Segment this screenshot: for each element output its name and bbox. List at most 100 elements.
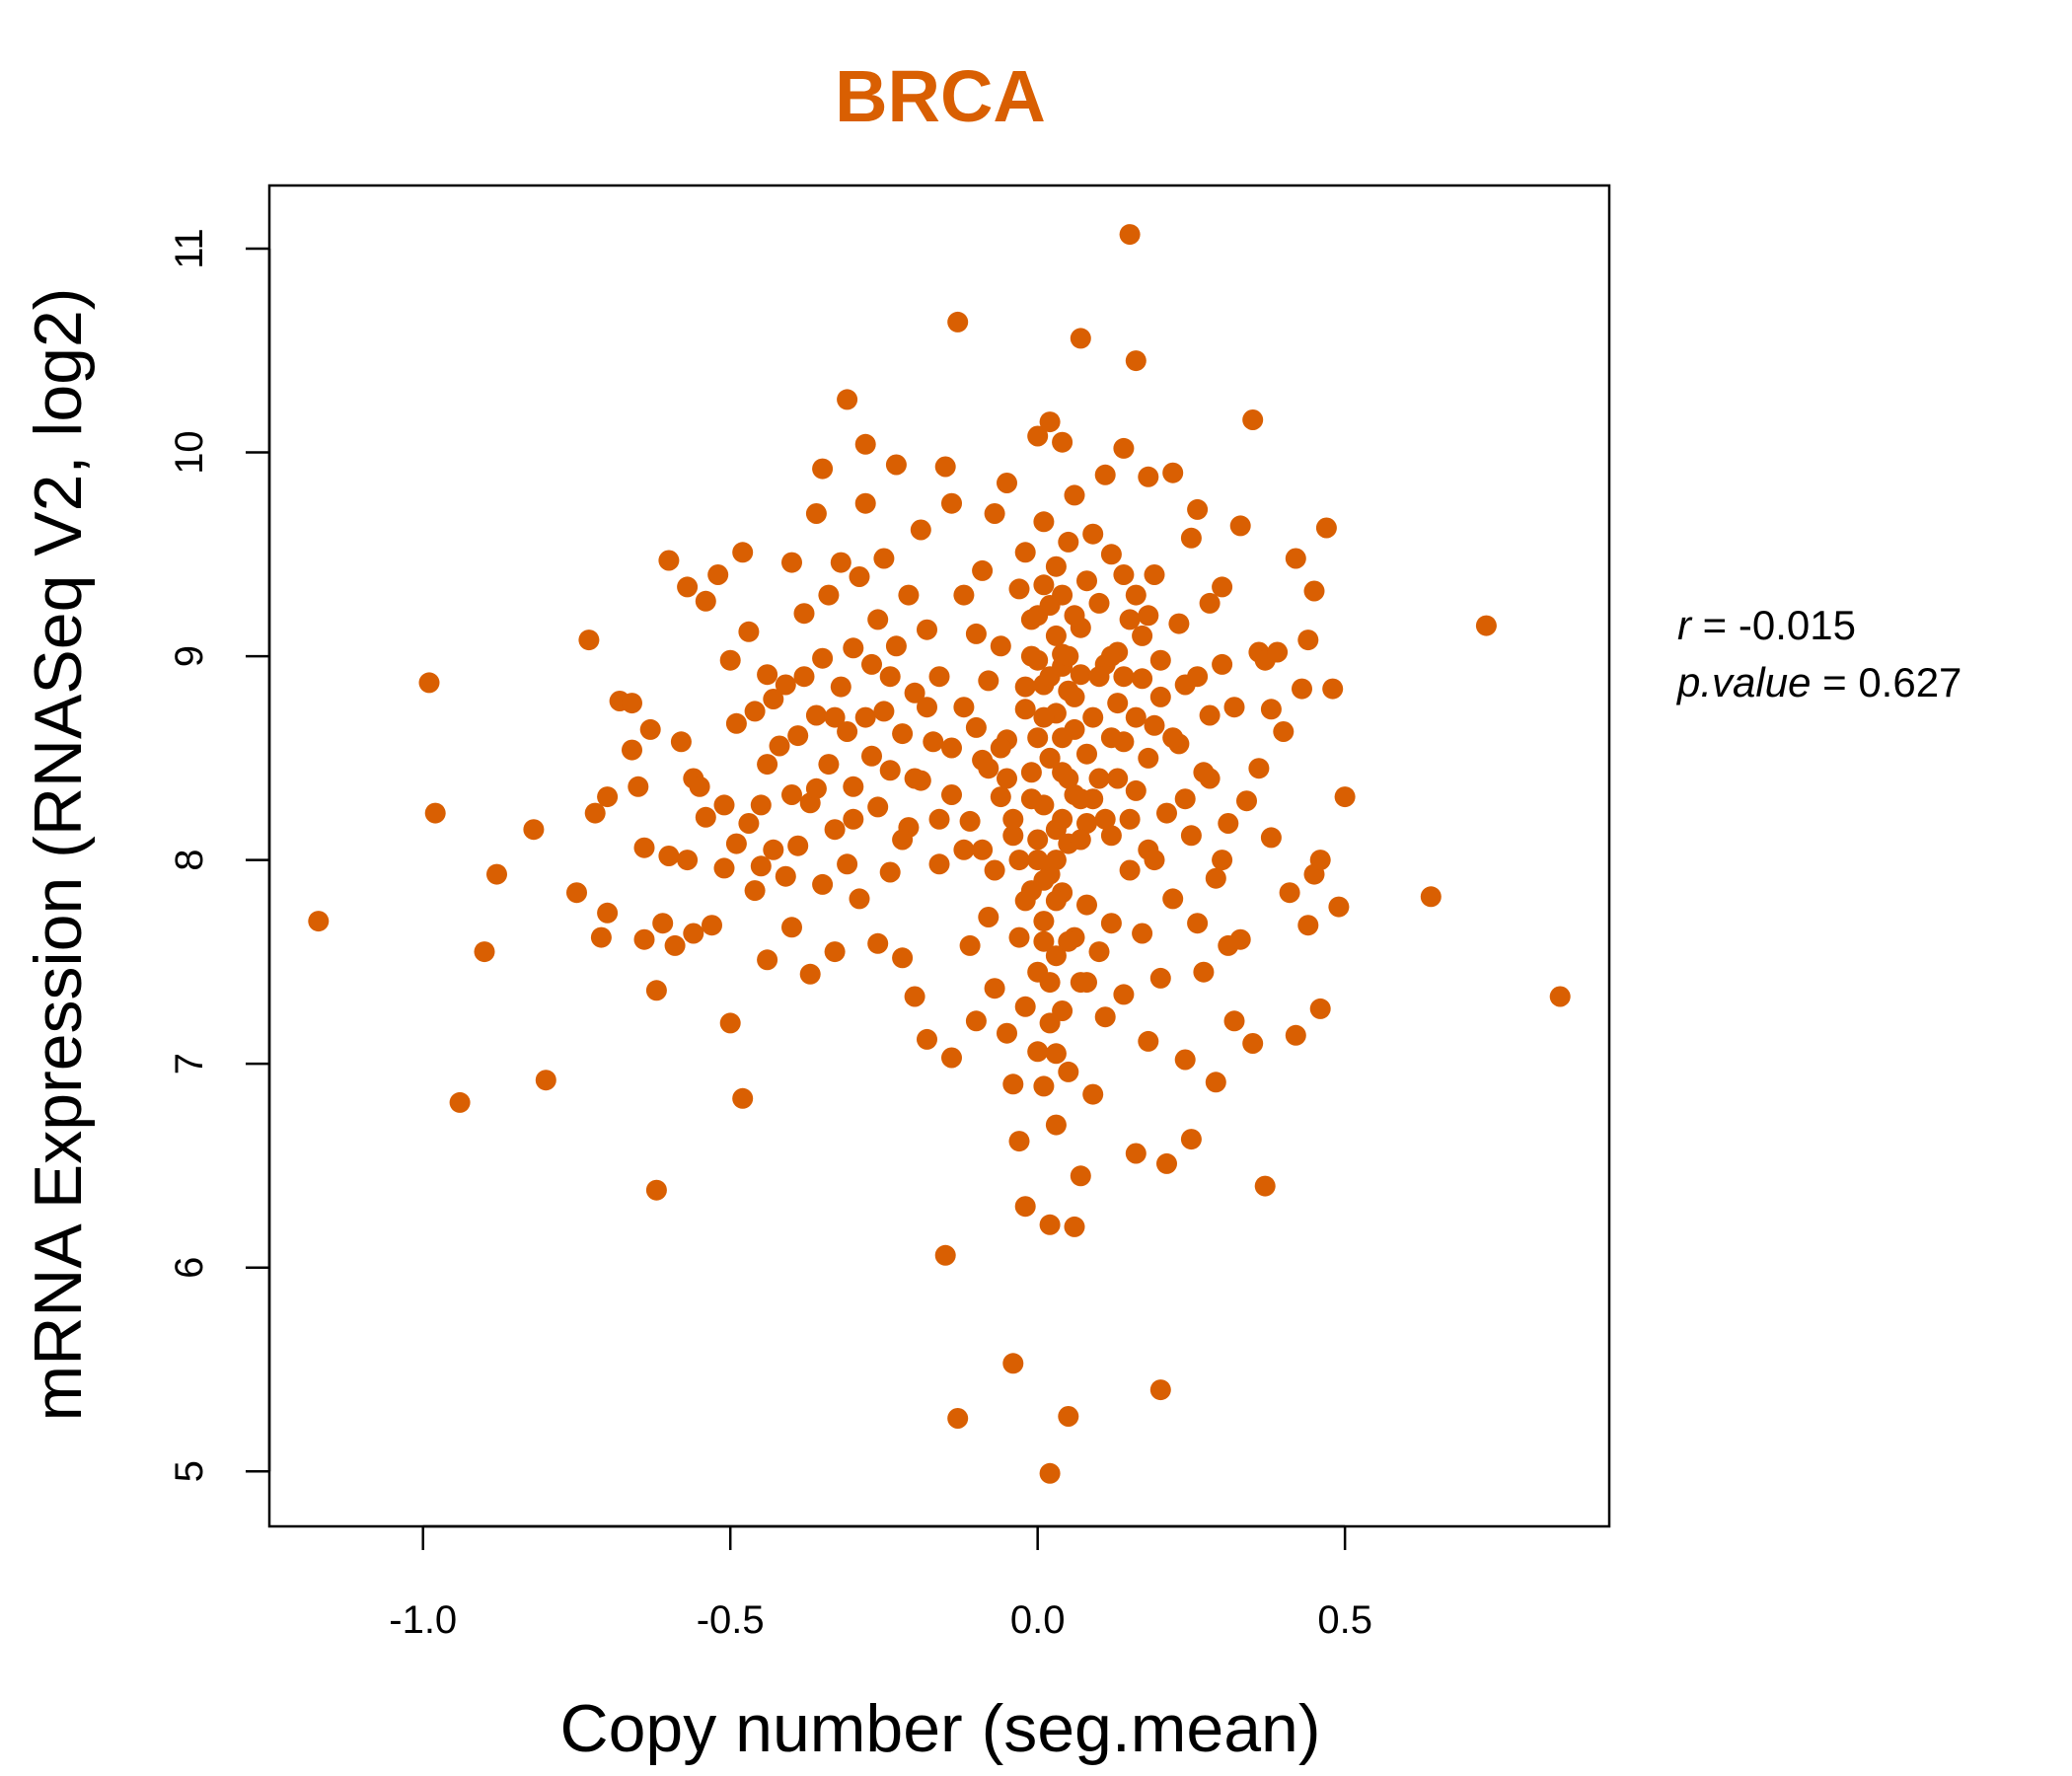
data-point: [1125, 1143, 1147, 1164]
data-point: [990, 635, 1011, 657]
data-point: [713, 857, 735, 879]
data-point: [1334, 786, 1356, 808]
data-point: [757, 949, 778, 971]
data-point: [1045, 1043, 1067, 1065]
data-point: [787, 725, 809, 747]
data-point: [904, 682, 925, 703]
data-point: [1076, 813, 1097, 834]
data-point: [990, 786, 1011, 808]
data-point: [1229, 928, 1251, 950]
data-point: [1070, 328, 1091, 349]
data-point: [1014, 996, 1036, 1017]
data-point: [1002, 808, 1024, 830]
data-point: [1039, 1214, 1061, 1235]
data-point: [769, 735, 790, 757]
data-point: [1309, 998, 1331, 1019]
data-point: [997, 768, 1017, 789]
data-point: [1113, 984, 1135, 1005]
data-point: [713, 794, 735, 816]
data-point: [1064, 484, 1085, 506]
data-point: [1193, 961, 1215, 983]
data-point: [1273, 721, 1295, 742]
data-point: [1162, 888, 1184, 910]
data-point: [854, 706, 876, 728]
data-point: [578, 629, 600, 651]
data-point: [1002, 1353, 1024, 1374]
data-point: [702, 915, 722, 936]
data-point: [584, 802, 606, 824]
data-point: [1027, 605, 1049, 627]
data-point: [837, 389, 858, 410]
data-point: [1119, 808, 1141, 830]
data-point: [867, 796, 889, 818]
data-point: [830, 676, 851, 698]
data-point: [1260, 827, 1282, 849]
data-point: [738, 813, 760, 834]
r-label: r: [1677, 602, 1693, 648]
p-value-stat: p.value = 0.627: [1675, 659, 1961, 705]
data-point: [1149, 1379, 1171, 1401]
data-point: [1297, 915, 1319, 936]
data-point: [1039, 411, 1061, 433]
y-tick-label: 10: [168, 430, 211, 475]
data-point: [843, 776, 864, 797]
data-point: [1082, 523, 1104, 545]
data-point: [1205, 1072, 1226, 1093]
data-point: [1138, 466, 1159, 487]
data-point: [843, 808, 864, 830]
data-point: [1064, 605, 1085, 627]
data-point: [1199, 768, 1221, 789]
data-point: [1064, 686, 1085, 707]
data-point: [824, 706, 846, 728]
data-point: [1107, 768, 1129, 789]
data-point: [449, 1091, 471, 1113]
data-point: [1212, 576, 1233, 598]
data-point: [947, 1408, 969, 1429]
data-point: [873, 548, 895, 569]
data-point: [1242, 1033, 1264, 1054]
data-point: [652, 913, 674, 934]
data-point: [892, 723, 914, 745]
data-point: [677, 850, 699, 871]
data-point: [1008, 926, 1030, 948]
data-point: [1132, 668, 1153, 690]
data-point: [990, 737, 1011, 759]
data-point: [1052, 808, 1073, 830]
data-point: [1138, 605, 1159, 627]
data-point: [805, 777, 827, 799]
data-point: [590, 926, 612, 948]
data-point: [1033, 574, 1055, 596]
data-point: [917, 1028, 937, 1050]
data-point: [474, 941, 495, 963]
data-point: [805, 503, 827, 524]
data-point: [658, 550, 680, 571]
y-tick-label: 9: [168, 645, 211, 667]
p-value: 0.627: [1858, 659, 1961, 705]
data-point: [941, 737, 962, 759]
data-point: [738, 621, 760, 642]
data-point: [843, 637, 864, 659]
data-point: [1058, 768, 1079, 789]
data-point: [892, 947, 914, 969]
data-point: [824, 941, 846, 963]
data-point: [1052, 727, 1073, 749]
data-point: [566, 882, 587, 904]
data-point: [689, 776, 710, 797]
data-point: [1100, 544, 1122, 565]
data-points: [308, 224, 1571, 1484]
data-point: [1008, 578, 1030, 600]
data-point: [928, 853, 950, 875]
data-point: [849, 566, 870, 587]
data-point: [1094, 808, 1116, 830]
data-point: [1002, 825, 1024, 847]
data-point: [1076, 743, 1097, 765]
data-point: [418, 672, 440, 694]
data-point: [978, 907, 999, 927]
data-point: [1125, 584, 1147, 606]
data-point: [1149, 649, 1171, 671]
data-point: [997, 473, 1017, 493]
data-point: [622, 739, 642, 761]
data-point: [1052, 584, 1073, 606]
data-point: [670, 731, 692, 753]
data-point: [664, 934, 686, 956]
